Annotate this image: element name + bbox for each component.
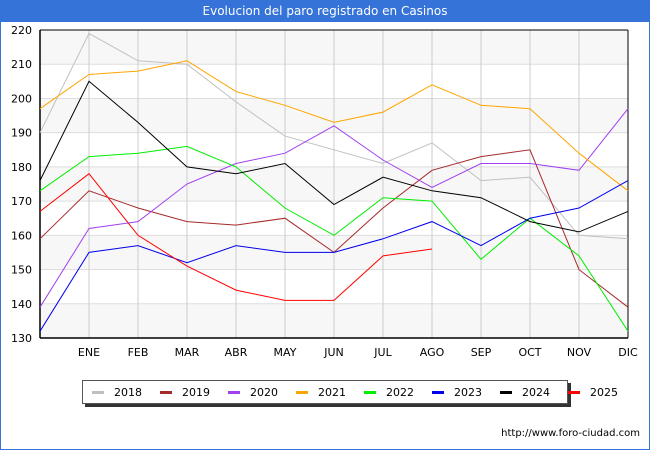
legend-item-2024: 2024	[500, 386, 550, 399]
legend-label: 2021	[318, 385, 346, 399]
legend-swatch	[432, 390, 444, 394]
legend-swatch	[500, 390, 512, 394]
x-tick-label: ENE	[78, 346, 100, 359]
legend-swatch	[92, 390, 104, 394]
legend-label: 2024	[522, 385, 550, 399]
legend-swatch	[364, 390, 376, 394]
x-tick-label: AGO	[420, 346, 445, 359]
y-tick-label: 140	[11, 298, 32, 311]
legend-item-2021: 2021	[296, 386, 346, 399]
x-tick-label: JUN	[323, 346, 344, 359]
legend-item-2019: 2019	[160, 386, 210, 399]
x-tick-label: JUL	[373, 346, 392, 359]
y-tick-label: 200	[11, 92, 32, 105]
x-tick-label: MAR	[175, 346, 200, 359]
series-line-2020	[39, 108, 629, 308]
legend-label: 2025	[590, 385, 618, 399]
legend-swatch	[228, 390, 240, 394]
series-line-2023	[39, 180, 629, 332]
series-line-2024	[39, 80, 629, 233]
legend-label: 2018	[114, 385, 142, 399]
x-tick-label: FEB	[128, 346, 149, 359]
x-tick-label: OCT	[518, 346, 541, 359]
legend-swatch	[296, 390, 308, 394]
legend-item-2020: 2020	[228, 386, 278, 399]
y-tick-label: 180	[11, 161, 32, 174]
x-tick-label: DIC	[618, 346, 638, 359]
x-tick-label: MAY	[274, 346, 297, 359]
y-tick-label: 220	[11, 24, 32, 37]
legend-swatch	[160, 390, 172, 394]
legend-swatch	[568, 390, 580, 394]
x-tick-label: ABR	[225, 346, 248, 359]
y-tick-label: 130	[11, 332, 32, 345]
series-line-2025	[39, 173, 433, 301]
legend-label: 2020	[250, 385, 278, 399]
legend-item-2025: 2025	[568, 386, 618, 399]
chart-title: Evolucion del paro registrado en Casinos	[0, 0, 650, 22]
line-chart: 130 140 150 160 170 180 190 200 210 220 ENE FEB MAR A…	[11, 24, 638, 359]
x-tick-label: NOV	[567, 346, 592, 359]
series-line-2021	[39, 60, 629, 192]
y-tick-label: 210	[11, 58, 32, 71]
x-tick-label: SEP	[471, 346, 492, 359]
chart-legend: 2018 2019 2020 2021 2022 2023 2024 2025	[82, 380, 618, 404]
legend-item-2023: 2023	[432, 386, 482, 399]
series-line-2018	[39, 32, 629, 240]
y-tick-label: 170	[11, 195, 32, 208]
legend-item-2022: 2022	[364, 386, 414, 399]
y-tick-label: 150	[11, 264, 32, 277]
y-tick-label: 190	[11, 127, 32, 140]
legend-label: 2022	[386, 385, 414, 399]
legend-label: 2019	[182, 385, 210, 399]
source-url: http://www.foro-ciudad.com	[501, 428, 640, 439]
y-tick-label: 160	[11, 229, 32, 242]
legend-item-2018: 2018	[92, 386, 142, 399]
legend-label: 2023	[454, 385, 482, 399]
